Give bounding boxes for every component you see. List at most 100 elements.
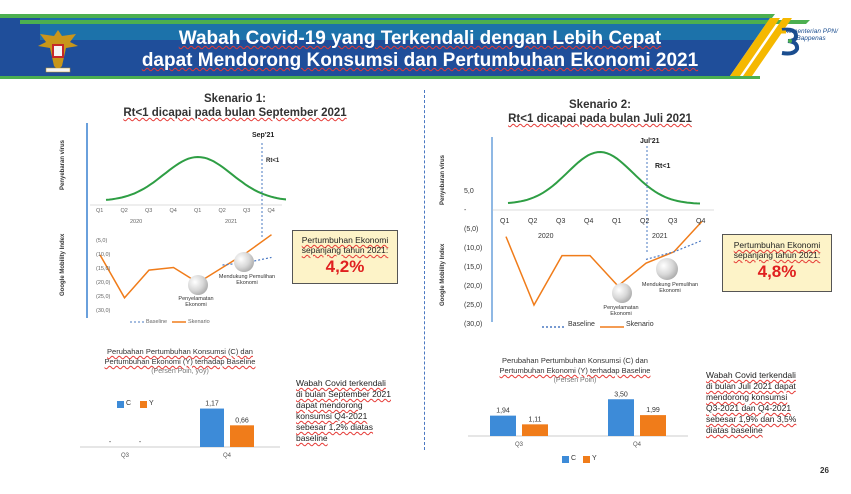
left-y-tick-label: (5,0) bbox=[96, 238, 108, 244]
right-legend-baseline: Baseline bbox=[568, 321, 595, 328]
left-marker-rt: Rt<1 bbox=[266, 158, 280, 164]
left-bar-y-q4 bbox=[230, 425, 254, 447]
right-marker-rt: Rt<1 bbox=[655, 163, 671, 170]
right-quarter-label: Q3 bbox=[668, 218, 678, 225]
left-note-line-2: di bulan September 2021 bbox=[296, 389, 391, 399]
left-marker-month: Sep'21 bbox=[252, 132, 275, 139]
right-y-tick-label: (15,0) bbox=[464, 264, 483, 271]
left-balloon-rescue-label: Penyelamatan Ekonomi bbox=[178, 296, 214, 308]
left-legend-c: C bbox=[126, 400, 132, 407]
right-year-2020: 2020 bbox=[538, 233, 554, 240]
left-note-line-3: dapat mendorong bbox=[296, 400, 363, 410]
right-quarter-label: Q3 bbox=[556, 218, 566, 225]
right-note: Wabah Covid terkendali di bulan Juli 202… bbox=[706, 370, 826, 436]
left-quarter-label: Q1 bbox=[96, 208, 104, 214]
header-banner bbox=[0, 14, 810, 79]
right-legend-scenario-swatch bbox=[600, 326, 624, 328]
left-bar-label-y-q4: 0,66 bbox=[235, 417, 249, 424]
right-legend-baseline-swatch bbox=[542, 326, 566, 328]
left-balloon-recovery-icon bbox=[234, 252, 254, 272]
left-quarter-label: Q1 bbox=[194, 208, 202, 214]
left-legend-c-swatch bbox=[117, 401, 124, 408]
right-mobility-axis-label: Google Mobility Index bbox=[440, 243, 446, 306]
left-bar-category-q3: Q3 bbox=[121, 453, 130, 459]
right-balloon-rescue-label: Penyelamatan Ekonomi bbox=[603, 305, 639, 317]
logo-text-line-2: Bappenas bbox=[796, 35, 826, 42]
right-scenario-line bbox=[505, 220, 703, 307]
right-quarter-label: Q4 bbox=[584, 218, 594, 225]
right-marker-month: Jul'21 bbox=[640, 138, 660, 145]
right-legend-c: C bbox=[571, 455, 577, 462]
left-legend-y-swatch bbox=[140, 401, 147, 408]
left-note-line-4: konsumsi Q4-2021 bbox=[296, 411, 368, 421]
right-bar-c-q4 bbox=[608, 399, 634, 436]
left-legend-baseline-swatch bbox=[130, 321, 144, 323]
bappenas-logo-icon bbox=[780, 27, 800, 56]
right-y-tick-label: (20,0) bbox=[464, 283, 483, 290]
right-bar-category-q3: Q3 bbox=[515, 442, 524, 448]
right-bar-y-q4 bbox=[640, 415, 666, 436]
right-growth-box: Pertumbuhan Ekonomi sepanjang tahun 2021… bbox=[722, 234, 832, 292]
left-bar-category-q4: Q4 bbox=[223, 453, 232, 459]
right-bar-y-q3 bbox=[522, 424, 548, 436]
right-y-tick-label: 5,0 bbox=[464, 188, 474, 195]
left-balloon-recovery-label: Mendukung Pemulihan Ekonomi bbox=[218, 274, 276, 286]
left-growth-value: 4,2% bbox=[325, 257, 365, 276]
right-quarter-label: Q1 bbox=[612, 218, 622, 225]
right-quarter-label: Q2 bbox=[528, 218, 538, 225]
right-y-tick-label: - bbox=[464, 207, 467, 214]
left-bar-title: Perubahan Pertumbuhan Konsumsi (C) dan P… bbox=[80, 347, 280, 377]
right-virus-curve bbox=[507, 150, 701, 205]
right-bar-subtitle: (Persen Poin) bbox=[553, 377, 597, 384]
right-legend-y-swatch bbox=[583, 456, 590, 463]
left-scenario-title: Skenario 1: Rt<1 dicapai pada bulan Sept… bbox=[90, 92, 380, 120]
left-bar-label-y-q3: - bbox=[139, 439, 142, 446]
right-virus-axis-label: Penyebaran virus bbox=[440, 154, 446, 205]
left-quarter-label: Q4 bbox=[267, 208, 275, 214]
right-bar-category-q4: Q4 bbox=[633, 442, 642, 448]
page-number: 26 bbox=[820, 466, 829, 475]
right-note-line-1: Wabah Covid terkendali bbox=[706, 370, 796, 380]
right-bar-c-q3 bbox=[490, 415, 516, 436]
right-bar-title-line-1: Perubahan Pertumbuhan Konsumsi (C) dan bbox=[502, 356, 648, 365]
bappenas-logo: Kementerian PPN/ Bappenas bbox=[776, 26, 846, 82]
left-y-tick-label: (10,0) bbox=[96, 252, 111, 258]
left-bar-chart: - - Q3 1,17 0,66 Q4 bbox=[80, 401, 280, 459]
left-bar-label-c-q4: 1,17 bbox=[205, 401, 219, 408]
right-legend-c-swatch bbox=[562, 456, 569, 463]
right-y-tick-label: (5,0) bbox=[464, 226, 479, 233]
right-bar-label-y-q3: 1,11 bbox=[528, 416, 541, 423]
right-balloon-recovery-label: Mendukung Pemulihan Ekonomi bbox=[641, 282, 699, 294]
left-quarter-label: Q2 bbox=[218, 208, 226, 214]
left-bar-title-line-1: Perubahan Pertumbuhan Konsumsi (C) dan bbox=[107, 347, 253, 356]
left-bar-title-line-2: Pertumbuhan Ekonomi (Y) terhadap Baselin… bbox=[104, 357, 256, 366]
left-note-line-5: sebesar 1,2% diatas bbox=[296, 422, 374, 432]
right-quarter-label: Q2 bbox=[640, 218, 650, 225]
right-note-line-3: mendorong konsumsi bbox=[706, 392, 788, 402]
left-note-line-6: baseline bbox=[296, 433, 328, 443]
left-virus-curve bbox=[105, 155, 286, 201]
left-mobility-axis-label: Google Mobility Index bbox=[60, 233, 66, 296]
right-quarter-label: Q4 bbox=[696, 218, 706, 225]
left-virus-axis-label: Penyebaran virus bbox=[60, 139, 66, 190]
left-y-tick-label: (15,0) bbox=[96, 266, 111, 272]
right-balloon-rescue-icon bbox=[612, 283, 632, 303]
right-scenario-chart bbox=[491, 137, 714, 322]
right-note-line-6: diatas baseline bbox=[706, 425, 763, 435]
left-legend-y: Y bbox=[149, 400, 154, 407]
right-scenario-subheading: Rt<1 dicapai pada bulan Juli 2021 bbox=[508, 113, 692, 125]
left-quarter-label: Q3 bbox=[145, 208, 153, 214]
right-growth-value: 4,8% bbox=[757, 262, 797, 281]
right-bar-label-y-q4: 1,99 bbox=[646, 407, 660, 414]
title-line-1: Wabah Covid-19 yang Terkendali dengan Le… bbox=[178, 28, 662, 49]
left-y-tick-label: (30,0) bbox=[96, 308, 111, 314]
right-legend-scenario: Skenario bbox=[626, 321, 654, 328]
slide-header: Wabah Covid-19 yang Terkendali dengan Le… bbox=[0, 0, 851, 82]
left-y-tick-label: (25,0) bbox=[96, 294, 111, 300]
right-bar-title: Perubahan Pertumbuhan Konsumsi (C) dan P… bbox=[470, 356, 680, 386]
title-line-2: dapat Mendorong Konsumsi dan Pertumbuhan… bbox=[141, 50, 699, 71]
left-bar-label-c-q3: - bbox=[109, 439, 112, 446]
left-note: Wabah Covid terkendali di bulan Septembe… bbox=[296, 378, 416, 444]
left-y-tick-label: (20,0) bbox=[96, 280, 111, 286]
section-divider bbox=[424, 90, 425, 450]
